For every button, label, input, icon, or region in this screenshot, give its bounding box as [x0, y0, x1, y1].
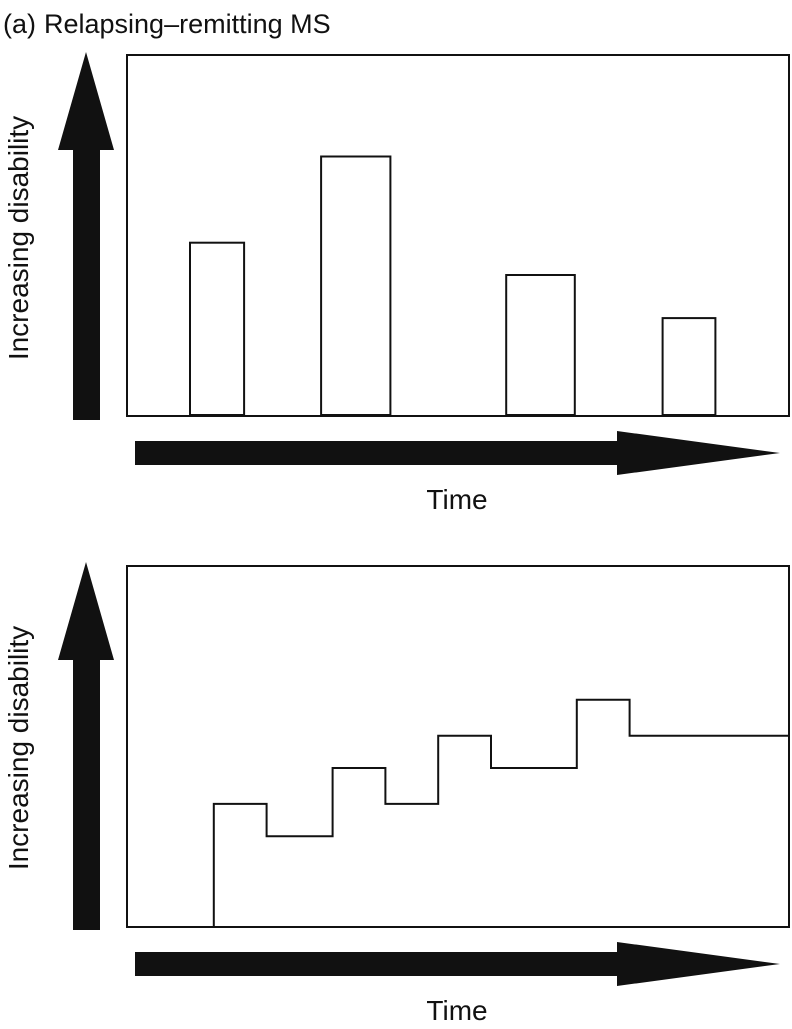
plot-frame	[126, 54, 790, 417]
y-axis-label: Increasing disability	[3, 116, 34, 360]
relapse-bar-3	[505, 274, 576, 416]
y-axis-arrow	[58, 562, 114, 930]
panel-stepwise-disability: Increasing disability Time	[3, 562, 790, 1026]
x-axis-label: Time	[426, 995, 487, 1026]
step-series	[212, 698, 788, 926]
relapse-bar-1	[189, 241, 246, 416]
figure-title: Relapsing–remitting MS	[44, 9, 331, 39]
relapse-bar-2	[320, 155, 392, 416]
y-axis-arrow	[58, 52, 114, 420]
disability-step-line	[212, 698, 788, 926]
panel-relapse-bars: Increasing disability Time	[3, 52, 790, 515]
figure-heading: (a) Relapsing–remitting MS	[3, 9, 331, 39]
x-axis-arrow	[135, 431, 780, 475]
x-axis-arrow	[135, 942, 780, 986]
plot-frame	[126, 565, 790, 928]
figure-label: (a)	[3, 9, 36, 39]
relapse-bar-4	[661, 317, 717, 417]
y-axis-label: Increasing disability	[3, 626, 34, 870]
bar-series	[189, 155, 717, 417]
x-axis-label: Time	[426, 484, 487, 515]
